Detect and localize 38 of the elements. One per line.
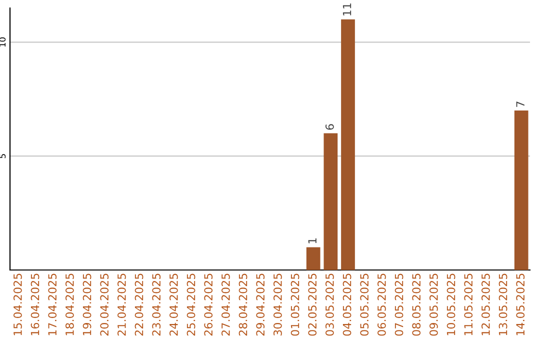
x-tick-label: 18.04.2025: [65, 274, 74, 336]
x-tick-label: 22.04.2025: [134, 274, 144, 336]
x-tick-label: 05.05.2025: [360, 274, 369, 336]
x-tick-label: 13.05.2025: [498, 274, 508, 336]
x-tick-label: 15.04.2025: [13, 274, 22, 336]
x-tick-label: 30.04.2025: [273, 274, 282, 336]
x-tick-label: 12.05.2025: [481, 274, 490, 336]
bar: [514, 110, 528, 270]
x-tick-label: 28.04.2025: [238, 274, 248, 336]
data-label: 11: [342, 4, 352, 16]
x-tick-label: 17.04.2025: [48, 274, 57, 336]
bar: [341, 19, 355, 270]
x-tick-label: 23.04.2025: [152, 274, 161, 336]
bar: [306, 247, 320, 270]
bar: [324, 133, 338, 270]
x-tick-label: 27.04.2025: [221, 274, 230, 336]
x-tick-label: 03.05.2025: [325, 274, 334, 336]
data-label: 7: [516, 102, 524, 107]
x-tick-label: 25.04.2025: [186, 274, 196, 336]
x-tick-label: 19.04.2025: [82, 274, 92, 336]
x-tick-label: 11.05.2025: [464, 274, 473, 336]
x-tick-label: 21.04.2025: [117, 274, 126, 336]
x-tick-label: 01.05.2025: [290, 274, 300, 336]
x-tick-label: 02.05.2025: [308, 274, 317, 336]
x-tick-label: 04.05.2025: [342, 274, 352, 336]
x-tick-label: 26.04.2025: [204, 274, 213, 336]
x-tick-label: 07.05.2025: [394, 274, 404, 336]
x-tick-label: 10.05.2025: [446, 274, 456, 336]
x-tick-label: 14.05.2025: [516, 274, 525, 336]
x-tick-label: 24.04.2025: [169, 274, 178, 336]
x-tick-label: 20.04.2025: [100, 274, 109, 336]
x-tick-label: 16.04.2025: [30, 274, 40, 336]
x-tick-label: 08.05.2025: [412, 274, 421, 336]
data-label: 6: [325, 124, 334, 130]
x-tick-label: 29.04.2025: [256, 274, 265, 336]
x-tick-label: 09.05.2025: [429, 274, 438, 336]
data-label: 1: [308, 238, 316, 244]
x-tick-label: 06.05.2025: [377, 274, 386, 336]
